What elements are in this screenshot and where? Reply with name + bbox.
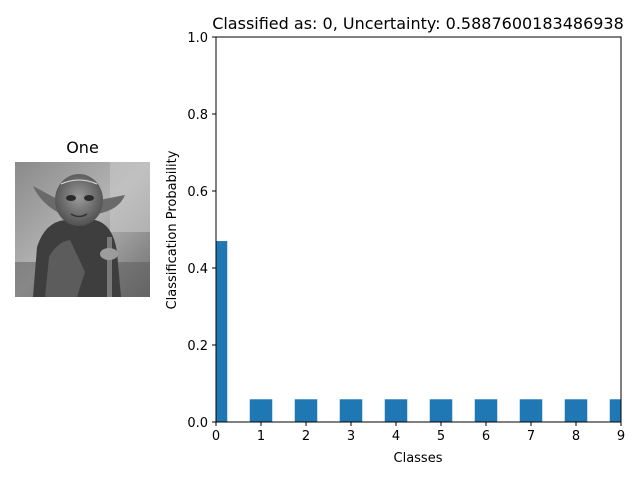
x-tick-label-9: 9 xyxy=(617,429,625,444)
y-axis-label: Classification Probability xyxy=(165,150,180,309)
y-ticks-group: 0.0 0.2 0.4 0.6 0.8 1.0 xyxy=(187,31,216,431)
bar-2 xyxy=(294,399,318,422)
bar-8 xyxy=(564,399,588,422)
x-tick-label-2: 2 xyxy=(302,429,310,444)
yoda-photo xyxy=(15,162,150,297)
x-tick-label-1: 1 xyxy=(257,429,265,444)
y-tick-label-0: 0.0 xyxy=(187,416,208,431)
x-tick-label-7: 7 xyxy=(527,429,535,444)
x-tick-label-0: 0 xyxy=(212,429,220,444)
bar-4 xyxy=(384,399,408,422)
axes-frame xyxy=(215,36,622,423)
bar-5 xyxy=(429,399,453,422)
yoda-image xyxy=(15,162,150,297)
y-tick-label-2: 0.4 xyxy=(187,262,208,277)
bar-0 xyxy=(216,241,228,422)
bars-group xyxy=(216,241,621,422)
bar-9 xyxy=(609,399,621,422)
y-tick-label-3: 0.6 xyxy=(187,185,208,200)
image-title: One xyxy=(66,138,99,157)
y-tick-label-1: 0.2 xyxy=(187,339,208,354)
x-tick-label-5: 5 xyxy=(437,429,445,444)
y-tick-label-4: 0.8 xyxy=(187,108,208,123)
x-ticks-group: 0 1 2 3 4 5 6 7 8 9 xyxy=(212,422,625,444)
x-tick-label-6: 6 xyxy=(482,429,490,444)
x-tick-label-3: 3 xyxy=(347,429,355,444)
x-tick-label-4: 4 xyxy=(392,429,400,444)
chart-title: Classified as: 0, Uncertainty: 0.5887600… xyxy=(212,14,624,33)
bar-1 xyxy=(249,399,273,422)
bar-6 xyxy=(474,399,498,422)
bar-7 xyxy=(519,399,543,422)
x-tick-label-8: 8 xyxy=(572,429,580,444)
y-tick-label-5: 1.0 xyxy=(187,31,208,46)
x-axis-label: Classes xyxy=(394,451,443,466)
bar-3 xyxy=(339,399,363,422)
